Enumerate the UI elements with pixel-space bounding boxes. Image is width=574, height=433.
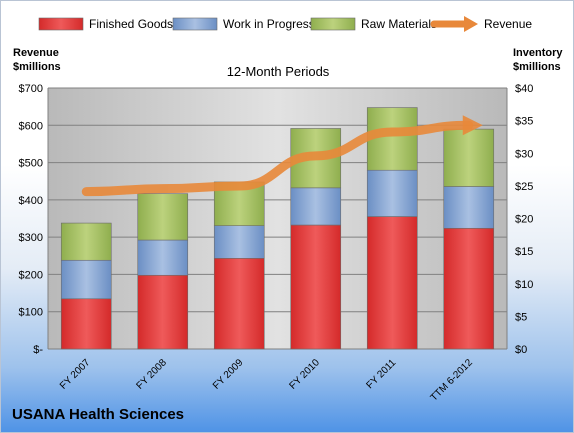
legend-swatch (172, 17, 218, 31)
bar-work-in-progress (443, 186, 495, 229)
left-axis-title: $millions (13, 61, 61, 73)
bar-finished-goods (366, 216, 418, 350)
left-tick-label: $500 (19, 158, 43, 170)
legend-label: Finished Goods (89, 17, 173, 31)
right-tick-label: $25 (515, 181, 533, 193)
revenue-line (81, 120, 474, 197)
category-label: FY 2009 (211, 357, 246, 392)
bar-work-in-progress (290, 187, 342, 226)
bar-raw-materials (443, 128, 495, 187)
bar-work-in-progress (137, 239, 189, 276)
bar-finished-goods (137, 274, 189, 350)
legend-swatch (310, 17, 356, 31)
right-tick-label: $35 (515, 116, 533, 128)
legend-label: Revenue (484, 17, 532, 31)
left-axis-title: Revenue (13, 47, 59, 59)
category-label: TTM 6-2012 (429, 357, 476, 404)
right-tick-label: $10 (515, 279, 533, 291)
legend-label: Work in Progress (223, 17, 315, 31)
legend-swatch-arrowhead (464, 16, 478, 32)
category-label: FY 2011 (365, 357, 399, 391)
category-label: FY 2010 (287, 357, 322, 392)
bar-finished-goods (443, 227, 495, 350)
right-tick-label: $40 (515, 83, 533, 95)
left-tick-label: $600 (19, 120, 43, 132)
revenue-line-arrowhead (462, 115, 483, 136)
bar-finished-goods (60, 298, 112, 350)
right-axis-title: Inventory (513, 47, 563, 59)
legend-swatch (38, 17, 84, 31)
left-tick-label: $700 (19, 83, 43, 95)
category-label: FY 2008 (134, 357, 169, 392)
bar-finished-goods (213, 258, 265, 350)
category-label: FY 2007 (58, 357, 93, 392)
left-tick-label: $100 (19, 307, 43, 319)
left-tick-label: $200 (19, 269, 43, 281)
bar-work-in-progress (366, 169, 418, 217)
bar-raw-materials (137, 193, 189, 241)
right-tick-label: $30 (515, 148, 533, 160)
legend-label: Raw Materials (361, 17, 437, 31)
left-tick-label: $- (33, 344, 43, 356)
bar-finished-goods (290, 224, 342, 350)
bar-raw-materials (60, 222, 112, 261)
right-axis-title: $millions (513, 61, 561, 73)
chart-title: 12-Month Periods (227, 64, 330, 79)
bar-work-in-progress (60, 259, 112, 300)
left-tick-label: $400 (19, 195, 43, 207)
right-tick-label: $0 (515, 344, 527, 356)
bar-work-in-progress (213, 225, 265, 259)
left-tick-label: $300 (19, 232, 43, 244)
bar-raw-materials (366, 107, 418, 171)
right-tick-label: $20 (515, 214, 533, 226)
right-tick-label: $15 (515, 246, 533, 258)
right-tick-label: $5 (515, 311, 527, 323)
company-name: USANA Health Sciences (12, 406, 185, 423)
